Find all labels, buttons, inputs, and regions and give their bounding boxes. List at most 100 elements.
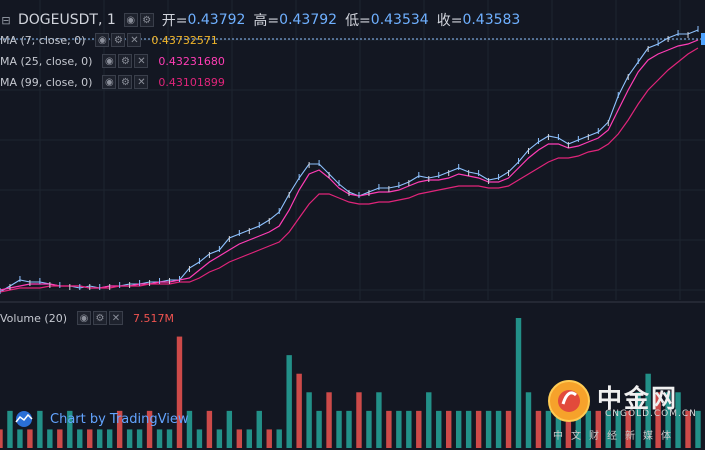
symbol-title: DOGEUSDT, 1 [18, 12, 116, 28]
volume-bar [336, 410, 342, 448]
volume-layer [0, 318, 701, 448]
eye-icon[interactable]: ◉ [77, 311, 91, 325]
volume-bar [316, 410, 322, 448]
volume-bar [356, 392, 362, 448]
volume-bar [605, 410, 611, 448]
ma99-legend: MA (99, close, 0) ◉ ⚙ ✕ 0.43101899 [0, 75, 225, 89]
ma99-value: 0.43101899 [158, 75, 225, 89]
collapse-icon[interactable]: ⊟ [1, 13, 11, 27]
ma7-value: 0.43732571 [151, 33, 218, 47]
volume-bar [465, 410, 472, 448]
volume-bar [635, 392, 641, 448]
tradingview-branding[interactable]: Chart by TradingView [10, 410, 188, 428]
volume-bar [306, 392, 312, 448]
volume-bar [146, 410, 153, 448]
price-line-tag [701, 33, 705, 45]
watermark-tag: 中文财经新媒体 [553, 431, 679, 442]
volume-bar [77, 429, 83, 448]
volume-bar [87, 429, 93, 448]
low-label: 低= [345, 13, 371, 29]
watermark-main: 中金网 [597, 384, 679, 413]
volume-bar [0, 429, 3, 448]
volume-bar [595, 410, 601, 448]
volume-bar [47, 429, 53, 448]
volume-bar [575, 410, 582, 448]
volume-bar [555, 410, 562, 448]
close-icon[interactable]: ✕ [134, 75, 149, 89]
close-label: 收= [436, 13, 463, 29]
volume-bar [396, 410, 402, 448]
series-layer [0, 26, 699, 294]
volume-bar [436, 410, 442, 448]
header-row: ⊟ DOGEUSDT, 1 ◉ ⚙ 开= 0.43792 高= 0.43792 … [0, 10, 520, 30]
open-label: 开= [161, 13, 188, 29]
volume-bar [7, 410, 13, 448]
close-icon[interactable]: ✕ [134, 54, 149, 68]
eye-icon[interactable]: ◉ [102, 54, 117, 68]
volume-bar [665, 392, 671, 448]
volume-bar [386, 410, 392, 448]
low-value: 0.43534 [370, 12, 429, 28]
volume-bar [17, 429, 23, 448]
volume-bar [495, 410, 502, 448]
close-value: 0.43583 [462, 12, 521, 28]
volume-bar [346, 410, 352, 448]
volume-bar [246, 429, 252, 448]
eye-icon[interactable]: ◉ [123, 13, 138, 27]
tradingview-icon [15, 411, 33, 427]
gear-icon[interactable]: ⚙ [118, 75, 133, 89]
gear-icon[interactable]: ⚙ [111, 33, 126, 47]
volume-bar [545, 410, 552, 448]
volume-bar [675, 392, 681, 448]
close-icon[interactable]: ✕ [127, 33, 142, 47]
volume-bar [455, 410, 462, 448]
high-label: 高= [253, 13, 280, 29]
ma25-value: 0.43231680 [158, 54, 225, 68]
volume-bar [126, 429, 133, 448]
close-icon[interactable]: ✕ [109, 311, 123, 325]
volume-bar [655, 392, 661, 448]
volume-bar [535, 410, 542, 448]
volume-bar [475, 410, 482, 448]
volume-bar [416, 410, 422, 448]
volume-bar [166, 429, 173, 448]
watermark-domain: CNGOLD.COM.CN [605, 409, 697, 419]
eye-icon[interactable]: ◉ [95, 33, 110, 47]
volume-bar [106, 429, 113, 448]
gear-icon[interactable]: ⚙ [139, 13, 154, 27]
volume-bar [446, 410, 452, 448]
price-series-0 [0, 29, 699, 293]
volume-bar [426, 392, 432, 448]
volume-bar [485, 410, 492, 448]
ma25-label: MA (25, close, 0) [0, 54, 93, 68]
volume-bar [236, 429, 243, 448]
ma7-legend: MA (7, close, 0) ◉ ⚙ ✕ 0.43732571 [0, 33, 218, 47]
volume-bar [565, 410, 572, 448]
volume-bar [186, 410, 193, 448]
volume-bar [176, 336, 183, 448]
volume-bar [57, 429, 63, 448]
volume-bar [645, 373, 651, 448]
volume-bar [366, 410, 372, 448]
volume-bar [286, 355, 292, 448]
volume-bar [97, 429, 103, 448]
volume-bar [695, 410, 701, 448]
volume-bar [326, 392, 332, 448]
volume-bar [256, 410, 262, 448]
eye-icon[interactable]: ◉ [102, 75, 117, 89]
volume-bar [136, 429, 143, 448]
volume-bar [27, 429, 33, 448]
volume-bar [515, 318, 522, 448]
volume-bar [585, 410, 592, 448]
volume-bar [226, 410, 233, 448]
volume-bar [525, 392, 532, 448]
gear-icon[interactable]: ⚙ [93, 311, 107, 325]
volume-legend: Volume (20) ◉ ⚙ ✕ 7.517M [0, 311, 174, 325]
cngold-logo-icon [548, 380, 590, 422]
ma99-label: MA (99, close, 0) [0, 75, 93, 89]
gear-icon[interactable]: ⚙ [118, 54, 133, 68]
volume-label: Volume (20) [0, 311, 67, 325]
volume-bar [116, 410, 123, 448]
volume-bar [67, 410, 73, 448]
